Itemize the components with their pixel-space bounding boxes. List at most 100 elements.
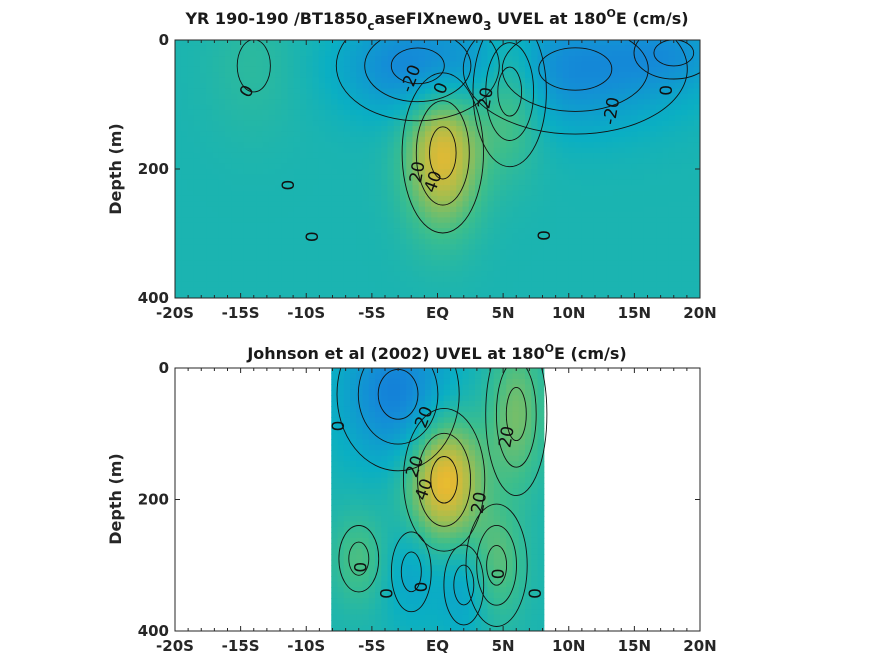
field-cell — [462, 287, 470, 294]
field-cell — [693, 276, 700, 283]
field-cell — [625, 174, 632, 181]
field-cell — [556, 212, 564, 218]
field-cell — [500, 217, 507, 224]
field-cell — [400, 543, 407, 550]
field-cell — [412, 592, 420, 599]
field-cell — [312, 222, 320, 229]
field-cell — [268, 281, 276, 288]
field-cell — [418, 455, 426, 462]
field-cell — [675, 115, 682, 122]
field-cell — [562, 83, 570, 89]
field-cell — [243, 233, 251, 240]
field-cell — [375, 169, 382, 175]
field-cell — [518, 185, 526, 192]
field-cell — [475, 206, 482, 213]
field-cell — [568, 292, 576, 298]
field-cell — [668, 45, 676, 52]
field-cell — [325, 93, 332, 100]
field-cell — [512, 120, 520, 127]
field-cell — [418, 179, 426, 186]
field-cell — [200, 77, 207, 84]
field-cell — [387, 477, 395, 484]
field-cell — [387, 411, 395, 418]
field-cell — [556, 40, 564, 46]
field-cell — [318, 287, 326, 294]
field-cell — [668, 109, 676, 116]
field-cell — [368, 190, 376, 197]
field-cell — [331, 179, 339, 186]
field-cell — [656, 281, 664, 288]
field-cell — [381, 238, 389, 245]
field-cell — [443, 158, 451, 165]
field-cell — [450, 56, 457, 63]
field-cell — [237, 195, 245, 202]
field-cell — [400, 152, 407, 159]
field-cell — [175, 195, 182, 202]
field-cell — [512, 228, 520, 235]
field-cell — [425, 450, 432, 457]
field-cell — [431, 265, 439, 272]
field-cell — [318, 244, 326, 251]
field-cell — [387, 244, 395, 251]
field-cell — [425, 570, 432, 577]
field-cell — [468, 228, 476, 235]
field-cell — [693, 174, 700, 181]
field-cell — [362, 185, 370, 192]
field-cell — [668, 179, 676, 186]
field-cell — [681, 126, 689, 132]
field-cell — [581, 174, 589, 181]
field-cell — [431, 614, 439, 621]
field-cell — [206, 281, 214, 288]
field-cell — [412, 554, 420, 561]
field-cell — [356, 439, 364, 446]
field-cell — [262, 40, 270, 46]
field-cell — [637, 147, 645, 154]
field-cell — [543, 179, 551, 186]
field-cell — [193, 40, 201, 46]
field-cell — [631, 83, 639, 89]
field-cell — [631, 201, 639, 208]
field-cell — [537, 212, 545, 218]
field-cell — [450, 131, 457, 138]
field-cell — [187, 142, 195, 149]
field-cell — [356, 499, 364, 506]
field-cell — [606, 238, 614, 245]
field-cell — [456, 212, 464, 218]
field-cell — [356, 201, 364, 208]
field-cell — [587, 292, 595, 298]
field-cell — [543, 169, 551, 175]
field-cell — [350, 532, 357, 539]
field-cell — [531, 206, 539, 213]
field-cell — [362, 477, 370, 484]
field-cell — [175, 217, 182, 224]
field-cell — [231, 88, 239, 95]
field-cell — [387, 292, 395, 298]
field-cell — [368, 450, 376, 457]
field-cell — [443, 260, 451, 267]
field-cell — [393, 163, 401, 170]
field-cell — [387, 510, 395, 517]
field-cell — [381, 395, 389, 402]
field-cell — [606, 185, 614, 192]
field-cell — [625, 233, 632, 240]
field-cell — [193, 120, 201, 127]
field-cell — [656, 136, 664, 143]
field-cell — [312, 233, 320, 240]
field-cell — [612, 276, 620, 283]
field-cell — [512, 276, 520, 283]
field-cell — [625, 136, 632, 143]
field-cell — [362, 179, 370, 186]
field-cell — [287, 287, 295, 294]
field-cell — [381, 532, 389, 539]
field-cell — [312, 120, 320, 127]
field-cell — [331, 287, 339, 294]
field-cell — [650, 281, 657, 288]
field-cell — [418, 206, 426, 213]
field-cell — [375, 142, 382, 149]
field-cell — [431, 109, 439, 116]
field-cell — [431, 515, 439, 523]
field-cell — [225, 77, 232, 84]
field-cell — [481, 115, 489, 122]
field-cell — [343, 147, 351, 154]
field-cell — [343, 428, 351, 435]
